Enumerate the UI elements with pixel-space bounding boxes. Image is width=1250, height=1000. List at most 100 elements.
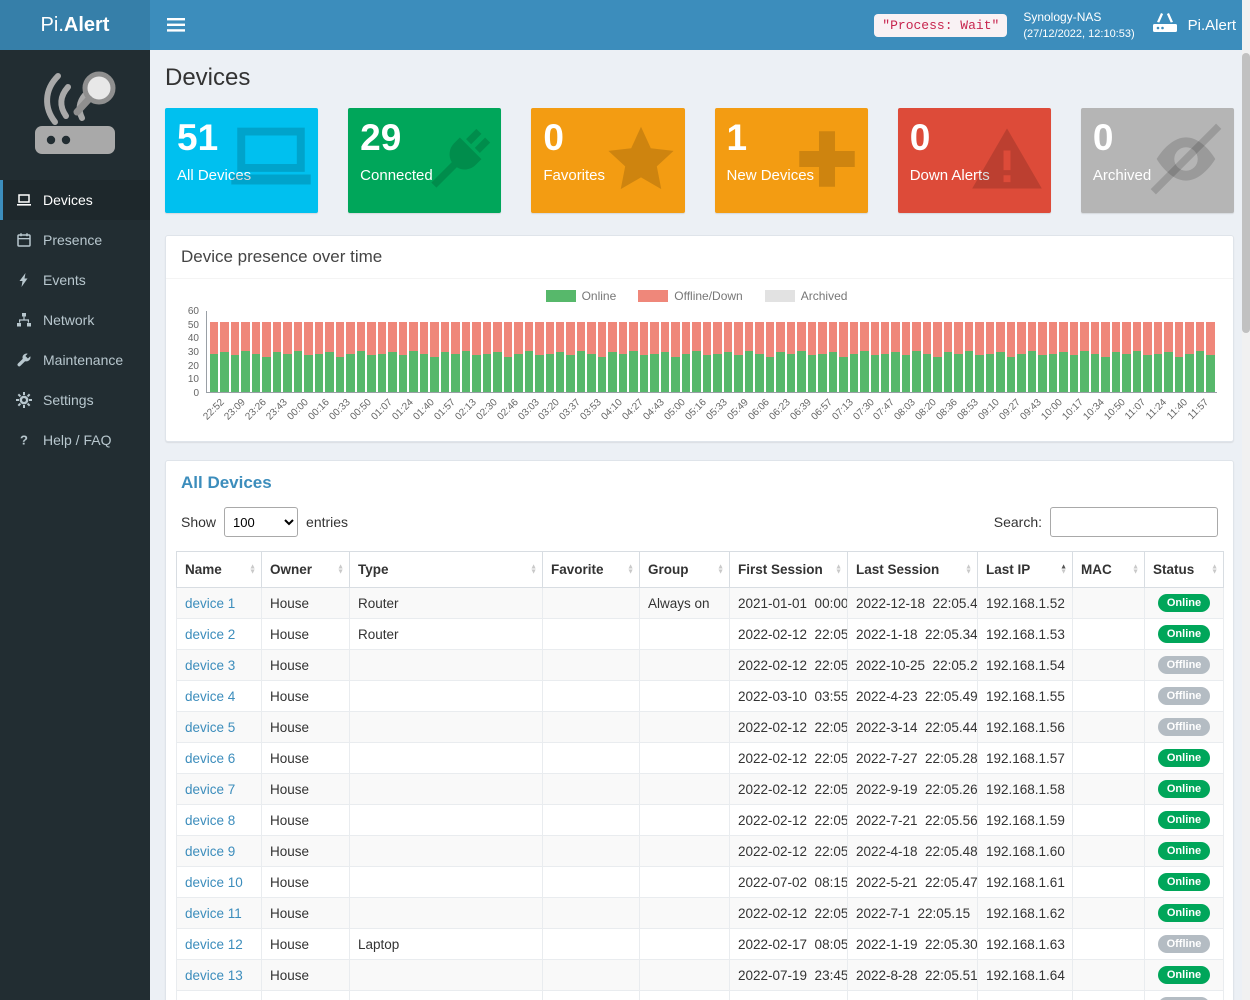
stat-card-all-devices[interactable]: 51 All Devices [165,108,319,213]
nas-info: Synology-NAS (27/12/2022, 12:10:53) [1023,8,1134,43]
cell-owner: House [261,990,350,1000]
device-link[interactable]: device 10 [185,874,243,890]
chart-bar [901,322,911,392]
table-row[interactable]: device 8 House 2022-02-12 22:05 2022-7-21 2… [176,804,1224,836]
chart-bar [922,322,932,392]
table-row[interactable]: device 10 House 2022-07-02 08:15 2022-5-21 … [176,866,1224,898]
legend-swatch [545,290,576,302]
sidebar-item-devices[interactable]: Devices [0,180,150,220]
cell-name: device 4 [176,680,262,712]
warning-icon [967,122,1047,203]
chart-bar [954,322,963,392]
device-link[interactable]: device 2 [185,626,236,642]
col-header-last-session[interactable]: Last Session ▲ ▼ [847,551,978,588]
device-link[interactable]: device 5 [185,719,236,735]
device-link[interactable]: device 14 [185,999,243,1000]
table-row[interactable]: device 4 House 2022-03-10 03:55 2022-4-23 2… [176,680,1224,712]
chart-bar [566,322,575,392]
stat-card-down-alerts[interactable]: 0 Down Alerts [897,108,1051,213]
cell-last-ip: 192.168.1.54 [977,649,1073,681]
chart-bar [346,322,355,392]
cell-type [349,959,543,991]
sidebar-item-label: Maintenance [43,352,124,368]
brand-logo[interactable]: Pi. Alert [0,0,150,50]
device-link[interactable]: device 8 [185,812,236,828]
cell-owner: House [261,866,350,898]
chart-bar [535,322,544,392]
sidebar-item-network[interactable]: Network [0,300,150,340]
cell-type [349,990,543,1000]
sidebar-item-help-faq[interactable]: ? Help / FAQ [0,420,150,460]
y-tick-label: 20 [187,360,199,372]
device-link[interactable]: device 1 [185,595,236,611]
table-row[interactable]: device 7 House 2022-02-12 22:05 2022-9-19 2… [176,773,1224,805]
sort-icon: ▲ ▼ [1211,562,1218,576]
table-row[interactable]: device 5 House 2022-02-12 22:05 2022-3-14 2… [176,711,1224,743]
cell-status: Offline [1144,990,1224,1000]
chart-bar [681,322,691,392]
page-length-select[interactable]: 100 [224,507,299,537]
sidebar-item-settings[interactable]: Settings [0,380,150,420]
col-header-type[interactable]: Type ▲ ▼ [349,551,543,588]
device-link[interactable]: device 11 [185,905,242,921]
chart-plot-area [206,311,1217,393]
cell-type [349,866,543,898]
app-chip[interactable]: Pi.Alert [1151,11,1236,39]
stat-card-new-devices[interactable]: 1 New Devices [714,108,868,213]
cell-favorite [542,804,640,836]
table-row[interactable]: device 13 House 2022-07-19 23:45 2022-8-28 … [176,959,1224,991]
chart-bar [660,322,670,392]
col-header-name[interactable]: Name ▲ ▼ [176,551,262,588]
device-link[interactable]: device 3 [185,657,236,673]
device-link[interactable]: device 13 [185,967,243,983]
chart-bar [461,322,471,392]
sidebar-item-presence[interactable]: Presence [0,220,150,260]
sidebar-item-maintenance[interactable]: Maintenance [0,340,150,380]
cell-group [639,618,730,650]
status-badge: Online [1157,811,1211,829]
chart-bar [933,322,942,392]
scrollbar[interactable] [1242,0,1250,1000]
col-header-owner[interactable]: Owner ▲ ▼ [261,551,350,588]
table-row[interactable]: device 3 House 2022-02-12 22:05 2022-10-25 … [176,649,1224,681]
table-row[interactable]: device 12 House Laptop 2022-02-17 08:05 2022… [176,928,1224,960]
col-header-favorite[interactable]: Favorite ▲ ▼ [542,551,640,588]
device-link[interactable]: device 9 [185,843,236,859]
table-row[interactable]: device 1 House Router Always on 2021-01-01 0… [176,587,1224,619]
search-input[interactable] [1050,507,1218,537]
table-row[interactable]: device 9 House 2022-02-12 22:05 2022-4-18 2… [176,835,1224,867]
chart-bar [356,322,366,392]
scrollbar-thumb[interactable] [1242,53,1250,333]
cell-last-ip: 192.168.1.52 [977,587,1073,619]
cell-favorite [542,928,640,960]
table-row[interactable]: device 6 House 2022-02-12 22:05 2022-7-27 2… [176,742,1224,774]
cell-first-session: 2022-02-12 22:05 [729,835,848,867]
status-badge: Offline [1157,687,1211,705]
chart-bar [367,322,376,392]
table-row[interactable]: device 14 House 2022-02-12 22:052022-11-22… [176,990,1224,1000]
col-header-mac[interactable]: MAC ▲ ▼ [1072,551,1145,588]
col-header-first-session[interactable]: First Session ▲ ▼ [729,551,848,588]
sidebar-item-events[interactable]: Events [0,260,150,300]
chart-bar [996,322,1005,392]
table-row[interactable]: device 11 House 2022-02-12 22:05 2022-7-1 2… [176,897,1224,929]
stat-card-connected[interactable]: 29 Connected [348,108,502,213]
stat-card-favorites[interactable]: 0 Favorites [531,108,685,213]
cell-last-session: 2022-7-1 22:05.15 [847,897,978,929]
stat-card-label: All Devices [177,166,252,184]
pialert-router-logo [0,50,150,180]
col-header-group[interactable]: Group ▲ ▼ [639,551,730,588]
device-link[interactable]: device 4 [185,688,236,704]
col-header-status[interactable]: Status ▲ ▼ [1144,551,1224,588]
col-header-last-ip[interactable]: Last IP ▲ ▼ [977,551,1073,588]
stat-card-label: Archived [1092,166,1152,184]
monitor-icon [228,122,314,199]
device-link[interactable]: device 7 [185,781,236,797]
chart-bar [1122,322,1131,392]
device-link[interactable]: device 6 [185,750,236,766]
table-row[interactable]: device 2 House Router 2022-02-12 22:05 2022-… [176,618,1224,650]
stat-card-archived[interactable]: 0 Archived [1080,108,1235,213]
device-link[interactable]: device 12 [185,936,243,952]
navbar: "Process: Wait" Synology-NAS (27/12/2022… [150,0,1250,50]
sidebar-toggle-button[interactable] [150,0,202,50]
